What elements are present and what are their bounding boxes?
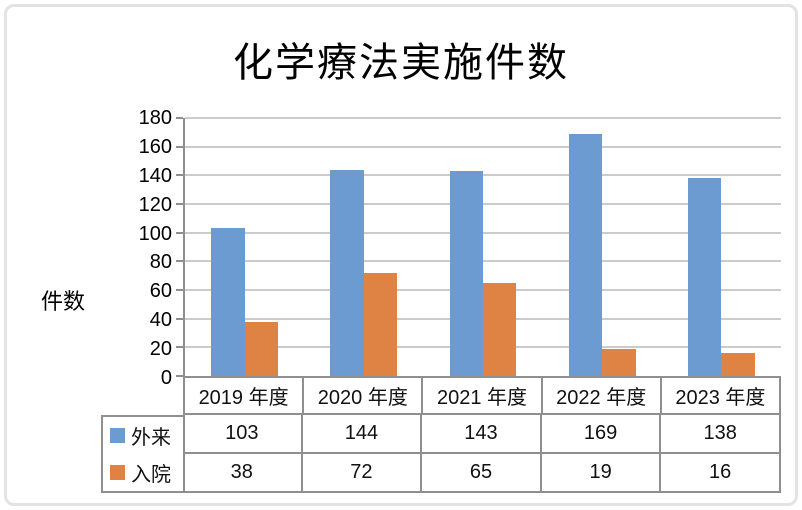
y-axis-tick-mark-80: [176, 260, 183, 263]
data-table-row-inpatient: 38 72 65 19 16: [183, 454, 781, 493]
category-label-2: 2021 年度: [423, 378, 543, 413]
y-axis-tick-mark-100: [176, 231, 183, 234]
y-axis-tick-mark-60: [176, 289, 183, 291]
value-cell-series1-cat0: 38: [183, 454, 303, 491]
value-cell-series1-cat2: 65: [422, 454, 542, 491]
legend-label-inpatient: 入院: [131, 464, 171, 486]
value-cell-series0-cat3: 169: [542, 415, 662, 452]
y-axis-tick-mark-40: [176, 317, 183, 320]
category-header-row: 2019 年度 2020 年度 2021 年度 2022 年度 2023 年度: [183, 378, 781, 415]
category-label-0: 2019 年度: [185, 378, 305, 413]
y-axis-tick-label-80: 80: [149, 251, 172, 274]
y-axis-tick-label-120: 120: [138, 193, 172, 216]
gridline-y-140: [185, 174, 781, 177]
value-cell-series0-cat1: 144: [303, 415, 423, 452]
category-label-1: 2020 年度: [304, 378, 424, 413]
gridline-y-80: [185, 260, 781, 263]
y-axis-tick-mark-120: [176, 203, 183, 205]
value-cell-series1-cat3: 19: [542, 454, 662, 491]
bar-series1-cat4: [721, 353, 755, 376]
bar-series1-cat1: [363, 272, 398, 376]
legend-entry-inpatient: 入院: [103, 454, 183, 491]
y-axis-tick-mark-0: [176, 375, 183, 377]
chart-title: 化学療法実施件数: [233, 41, 569, 85]
value-cell-series1-cat4: 16: [709, 461, 732, 483]
y-axis-tick-mark-140: [176, 174, 183, 177]
y-axis-tick-label-140: 140: [138, 164, 172, 187]
value-cell-series0-cat0: 103: [183, 415, 303, 452]
y-axis-tick-label-100: 100: [138, 222, 172, 245]
bar-series1-cat3: [602, 348, 636, 376]
legend-entry-outpatient: 外来: [103, 417, 183, 454]
bar-series0-cat2: [449, 171, 483, 376]
category-label-3: 2022 年度: [543, 378, 662, 413]
gridline-y-180: [185, 117, 781, 119]
gridline-y-160: [185, 145, 781, 148]
gridline-y-120: [185, 203, 781, 205]
y-axis-tick-label-40: 40: [149, 309, 172, 332]
y-axis-tick-label-180: 180: [138, 107, 172, 129]
plot-area: [176, 117, 781, 378]
y-axis-tick-mark-20: [176, 346, 183, 349]
value-cell-series0-cat2: 143: [422, 415, 542, 452]
bar-series0-cat0: [211, 228, 245, 376]
bar-series0-cat3: [568, 133, 603, 376]
y-axis-title: 件数: [41, 289, 86, 314]
bar-series0-cat1: [330, 169, 364, 376]
y-axis-tick-label-0: 0: [160, 367, 172, 389]
bar-series1-cat2: [483, 282, 517, 376]
y-axis-tick-label-160: 160: [138, 135, 172, 158]
category-label-4: 2023 年度: [675, 387, 766, 409]
y-axis-tick-label-20: 20: [149, 338, 172, 361]
gridline-y-100: [185, 231, 781, 234]
bar-series1-cat0: [244, 321, 278, 376]
y-axis-tick-mark-160: [176, 145, 183, 148]
y-axis-tick-mark-180: [176, 117, 183, 119]
y-axis-tick-label-60: 60: [149, 280, 172, 303]
legend-swatch-outpatient-icon: [110, 428, 125, 443]
legend-box: 外来 入院: [101, 415, 185, 493]
data-table-row-outpatient: 103 144 143 169 138: [183, 415, 781, 454]
value-cell-series0-cat4: 138: [703, 422, 737, 444]
legend-swatch-inpatient-icon: [110, 465, 125, 480]
legend-label-outpatient: 外来: [131, 427, 171, 449]
value-cell-series1-cat1: 72: [303, 454, 423, 491]
bar-series0-cat4: [688, 178, 722, 376]
